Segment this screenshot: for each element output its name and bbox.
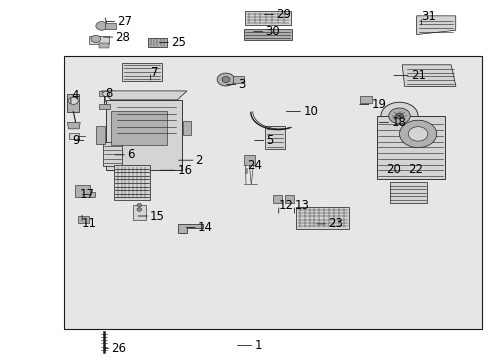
Text: 12: 12 [278, 199, 293, 212]
Text: 4: 4 [71, 89, 78, 102]
Bar [244, 11, 290, 25]
Bar [244, 155, 254, 165]
Circle shape [137, 203, 142, 207]
Bar [359, 96, 371, 103]
Bar [102, 142, 122, 166]
Bar [96, 126, 104, 144]
Text: 7: 7 [150, 66, 158, 78]
Text: 17: 17 [80, 188, 95, 201]
Circle shape [102, 91, 109, 96]
Text: 28: 28 [115, 31, 130, 44]
Bar [111, 111, 167, 145]
Text: 23: 23 [328, 217, 343, 230]
Bar [183, 121, 190, 135]
Circle shape [399, 120, 436, 148]
Bar [105, 23, 116, 29]
Bar [148, 38, 166, 47]
Polygon shape [178, 224, 203, 233]
Polygon shape [233, 76, 244, 83]
Bar [63, 56, 481, 329]
Bar [132, 205, 146, 220]
Text: 2: 2 [195, 154, 203, 167]
Bar [89, 36, 109, 44]
Text: 15: 15 [150, 210, 164, 222]
Text: 27: 27 [117, 15, 132, 28]
Bar [243, 29, 292, 40]
Text: 16: 16 [177, 164, 192, 177]
Circle shape [388, 108, 409, 124]
Circle shape [380, 102, 417, 130]
Text: 22: 22 [407, 163, 423, 176]
Bar [273, 195, 282, 203]
Text: 5: 5 [266, 134, 273, 147]
Bar [264, 126, 284, 149]
Text: 25: 25 [171, 36, 185, 49]
Text: 10: 10 [303, 105, 317, 118]
Bar [99, 43, 109, 48]
Text: 8: 8 [105, 87, 112, 100]
Bar [376, 116, 444, 179]
Polygon shape [99, 91, 113, 96]
Text: 9: 9 [72, 134, 79, 147]
Polygon shape [416, 16, 455, 35]
Text: 24: 24 [246, 159, 262, 172]
Text: 30: 30 [265, 25, 280, 38]
Text: 13: 13 [294, 199, 308, 212]
Circle shape [217, 73, 234, 86]
Polygon shape [401, 65, 455, 86]
Text: 29: 29 [276, 8, 291, 21]
Bar [285, 195, 293, 203]
Text: 26: 26 [111, 342, 126, 355]
Text: 19: 19 [371, 98, 386, 111]
Circle shape [407, 127, 427, 141]
Circle shape [96, 22, 107, 30]
Text: 11: 11 [82, 217, 97, 230]
Text: 14: 14 [198, 221, 213, 234]
Text: 21: 21 [410, 69, 425, 82]
Text: 31: 31 [421, 10, 435, 23]
Text: 18: 18 [390, 116, 405, 129]
Circle shape [137, 208, 142, 211]
Circle shape [222, 77, 229, 82]
Bar [78, 216, 88, 223]
Bar [389, 183, 426, 203]
Polygon shape [67, 94, 79, 112]
Text: 1: 1 [254, 339, 261, 352]
Bar [106, 100, 182, 170]
Circle shape [395, 113, 403, 119]
Polygon shape [101, 91, 186, 100]
Bar [69, 133, 79, 139]
Polygon shape [75, 185, 95, 197]
Circle shape [68, 97, 78, 104]
Text: 3: 3 [238, 78, 245, 91]
Text: 20: 20 [386, 163, 400, 176]
Bar [99, 104, 109, 109]
Bar [113, 166, 150, 199]
Circle shape [91, 35, 101, 42]
Text: 6: 6 [127, 148, 134, 161]
Polygon shape [67, 122, 80, 129]
Bar [122, 63, 162, 81]
Bar [296, 207, 348, 229]
